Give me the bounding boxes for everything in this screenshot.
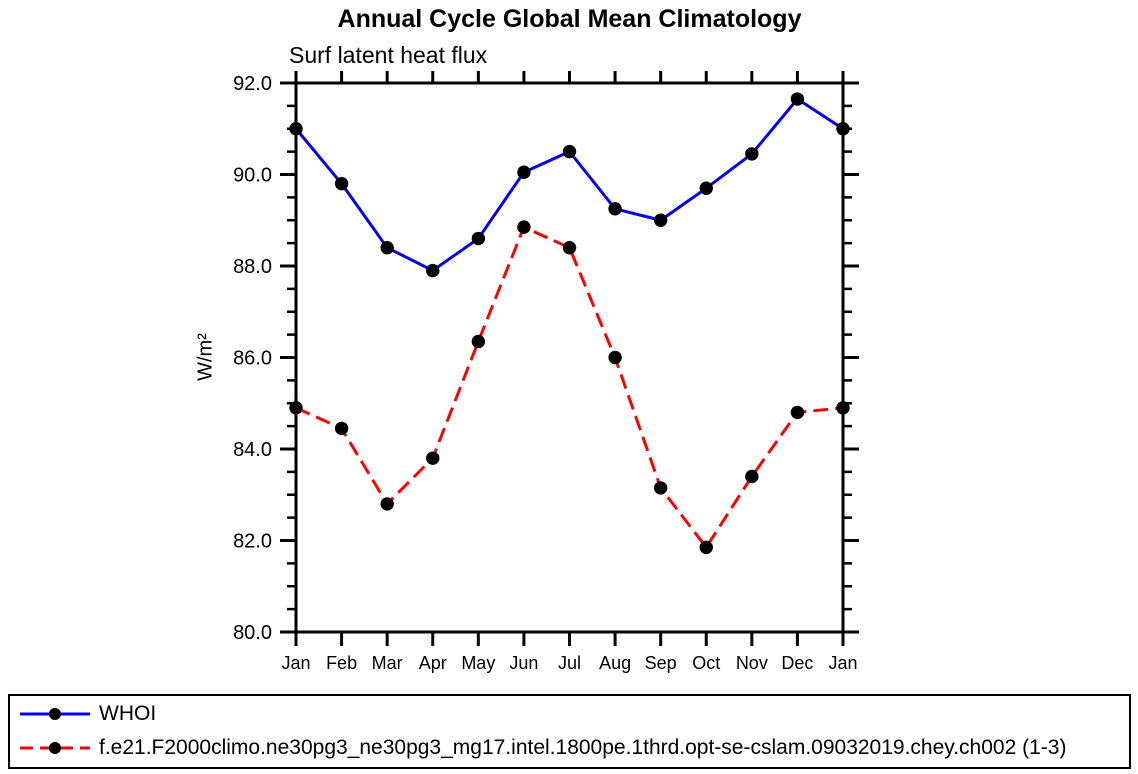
series-model-run (289, 220, 850, 555)
plot-frame (294, 81, 845, 634)
series-whoi-marker (836, 122, 850, 136)
series-whoi-marker (790, 92, 805, 106)
series-model-run-marker (380, 497, 394, 511)
y-tick-label: 92.0 (233, 73, 272, 95)
series-whoi-marker (426, 263, 440, 278)
legend-sample-marker (49, 742, 61, 754)
legend-line-sample-model-run (20, 742, 90, 754)
x-tick-label: Jan (828, 653, 857, 673)
series-model-run-line (295, 225, 844, 549)
series-whoi-marker (745, 147, 759, 161)
series-whoi-marker (517, 165, 531, 179)
y-tick-label: 84.0 (233, 439, 272, 461)
legend-label-model-run: f.e21.F2000climo.ne30pg3_ne30pg3_mg17.in… (99, 736, 1067, 759)
y-tick-label: 82.0 (233, 531, 272, 553)
legend-row-model-run: f.e21.F2000climo.ne30pg3_ne30pg3_mg17.in… (18, 732, 1066, 764)
series-model-run-marker (517, 220, 531, 234)
series-model-run-marker (745, 469, 759, 484)
y-tick-label: 90.0 (233, 165, 272, 187)
series-whoi (289, 92, 850, 278)
legend-label-whoi: WHOI (99, 702, 157, 725)
y-tick-label: 88.0 (233, 256, 272, 278)
x-tick-label: Jan (281, 653, 310, 673)
series-model-run-marker (562, 241, 577, 255)
series-whoi-marker (334, 176, 349, 191)
y-tick-label: 86.0 (233, 348, 272, 370)
series-whoi-marker (653, 213, 668, 227)
annual-cycle-line-chart: Jan Feb Mar Apr May Jun Jul Aug Sep Oct Nov Dec Jan 8… (233, 71, 859, 673)
x-tick-label: May (461, 653, 495, 673)
series-model-run-marker (289, 401, 303, 415)
series-whoi-marker (562, 144, 577, 159)
x-axis-tick-labels: Jan Feb Mar Apr May Jun Jul Aug Sep Oct Nov Dec Jan (281, 653, 857, 673)
legend-sample-marker (49, 708, 61, 720)
x-tick-label: Nov (736, 653, 768, 673)
x-tick-label: Sep (645, 653, 677, 673)
series-model-run-marker (836, 401, 850, 415)
x-tick-label: Jul (558, 653, 581, 673)
legend-line-sample-whoi (20, 708, 90, 720)
y-axis-ticks (280, 81, 859, 634)
series-model-run-marker (653, 481, 668, 495)
series-whoi-marker (608, 202, 622, 216)
series-model-run-marker (471, 334, 486, 349)
legend-box: WHOI f.e21.F2000climo.ne30pg3_ne30pg3_mg… (8, 694, 1131, 769)
series-model-run-marker (334, 421, 349, 436)
x-tick-label: Jun (509, 653, 538, 673)
x-tick-label: Aug (599, 653, 631, 673)
series-whoi-marker (471, 231, 486, 246)
series-model-run-marker (699, 540, 713, 555)
x-tick-label: Apr (419, 653, 447, 673)
x-tick-label: Oct (692, 653, 720, 673)
series-whoi-marker (699, 181, 713, 195)
x-tick-label: Mar (372, 653, 403, 673)
series-model-run-marker (608, 350, 622, 365)
x-tick-label: Dec (781, 653, 813, 673)
legend-row-whoi: WHOI (18, 698, 156, 730)
x-tick-label: Feb (326, 653, 357, 673)
series-whoi-marker (380, 241, 394, 255)
chart-title: Annual Cycle Global Mean Climatology (337, 5, 802, 33)
chart-subtitle: Surf latent heat flux (289, 42, 488, 68)
series-model-run-marker (426, 451, 440, 465)
y-tick-label: 80.0 (233, 622, 272, 644)
series-model-run-marker (790, 405, 805, 420)
y-axis-tick-labels: 80.0 82.0 84.0 86.0 88.0 90.0 92.0 (233, 73, 272, 644)
series-whoi-marker (289, 122, 303, 136)
x-axis-ticks (294, 71, 845, 646)
